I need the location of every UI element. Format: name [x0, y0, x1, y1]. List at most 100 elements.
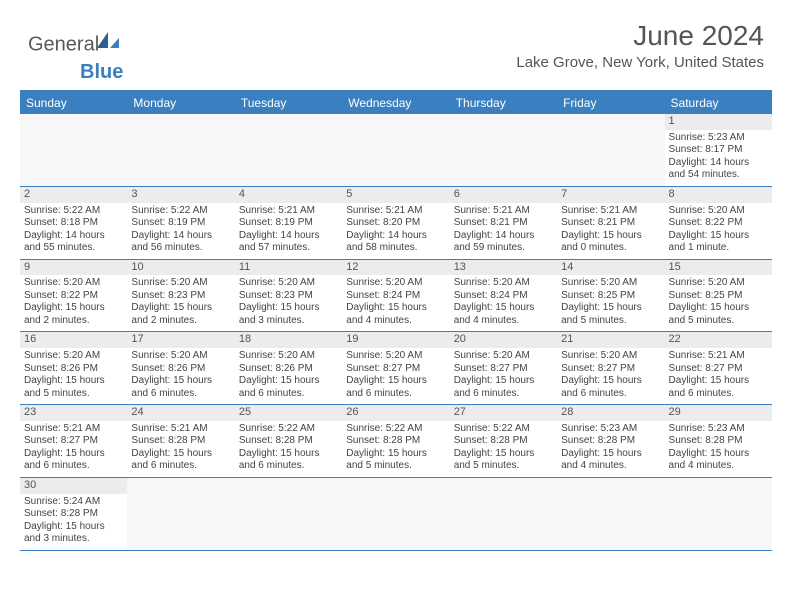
daylight-line: Daylight: 15 hours and 6 minutes. — [346, 375, 445, 400]
sunset-line: Sunset: 8:28 PM — [131, 435, 230, 448]
sunrise-line: Sunrise: 5:23 AM — [669, 423, 768, 436]
daylight-line: Daylight: 15 hours and 3 minutes. — [239, 302, 338, 327]
sunset-line: Sunset: 8:28 PM — [239, 435, 338, 448]
day-number: 3 — [127, 187, 234, 203]
day-cell: 1Sunrise: 5:23 AMSunset: 8:17 PMDaylight… — [665, 114, 772, 186]
day-cell: 12Sunrise: 5:20 AMSunset: 8:24 PMDayligh… — [342, 260, 449, 332]
day-cell: 18Sunrise: 5:20 AMSunset: 8:26 PMDayligh… — [235, 332, 342, 404]
empty-cell — [235, 114, 342, 186]
daylight-line: Daylight: 14 hours and 59 minutes. — [454, 230, 553, 255]
sunrise-line: Sunrise: 5:20 AM — [454, 350, 553, 363]
day-cell: 27Sunrise: 5:22 AMSunset: 8:28 PMDayligh… — [450, 405, 557, 477]
title-block: June 2024 Lake Grove, New York, United S… — [516, 20, 764, 71]
day-number: 5 — [342, 187, 449, 203]
sunset-line: Sunset: 8:23 PM — [239, 290, 338, 303]
day-cell: 11Sunrise: 5:20 AMSunset: 8:23 PMDayligh… — [235, 260, 342, 332]
sunrise-line: Sunrise: 5:22 AM — [346, 423, 445, 436]
sunrise-line: Sunrise: 5:21 AM — [454, 205, 553, 218]
day-number: 20 — [450, 332, 557, 348]
weekday-header: Friday — [557, 92, 664, 114]
day-cell: 9Sunrise: 5:20 AMSunset: 8:22 PMDaylight… — [20, 260, 127, 332]
daylight-line: Daylight: 14 hours and 58 minutes. — [346, 230, 445, 255]
sunrise-line: Sunrise: 5:23 AM — [561, 423, 660, 436]
day-cell: 15Sunrise: 5:20 AMSunset: 8:25 PMDayligh… — [665, 260, 772, 332]
sunset-line: Sunset: 8:28 PM — [346, 435, 445, 448]
day-number: 15 — [665, 260, 772, 276]
day-number: 4 — [235, 187, 342, 203]
day-number: 26 — [342, 405, 449, 421]
daylight-line: Daylight: 15 hours and 6 minutes. — [454, 375, 553, 400]
brand-part1: General — [28, 34, 99, 56]
sunset-line: Sunset: 8:23 PM — [131, 290, 230, 303]
sunrise-line: Sunrise: 5:20 AM — [454, 277, 553, 290]
brand-sail-icon — [97, 32, 121, 55]
sunrise-line: Sunrise: 5:20 AM — [561, 277, 660, 290]
day-number: 8 — [665, 187, 772, 203]
month-title: June 2024 — [516, 20, 764, 52]
brand-logo: General Blue — [28, 32, 123, 84]
weekday-header: Wednesday — [342, 92, 449, 114]
day-number: 18 — [235, 332, 342, 348]
weekday-header-row: Sunday Monday Tuesday Wednesday Thursday… — [20, 92, 772, 114]
sunrise-line: Sunrise: 5:21 AM — [346, 205, 445, 218]
day-cell: 17Sunrise: 5:20 AMSunset: 8:26 PMDayligh… — [127, 332, 234, 404]
sunset-line: Sunset: 8:28 PM — [24, 508, 123, 521]
calendar-grid: Sunday Monday Tuesday Wednesday Thursday… — [20, 90, 772, 551]
day-number: 29 — [665, 405, 772, 421]
empty-cell — [127, 478, 234, 550]
sunrise-line: Sunrise: 5:22 AM — [131, 205, 230, 218]
day-number: 30 — [20, 478, 127, 494]
sunrise-line: Sunrise: 5:21 AM — [24, 423, 123, 436]
weekday-header: Saturday — [665, 92, 772, 114]
sunset-line: Sunset: 8:17 PM — [669, 144, 768, 157]
empty-cell — [557, 114, 664, 186]
sunset-line: Sunset: 8:19 PM — [239, 217, 338, 230]
day-number: 24 — [127, 405, 234, 421]
sunset-line: Sunset: 8:18 PM — [24, 217, 123, 230]
empty-cell — [557, 478, 664, 550]
sunset-line: Sunset: 8:26 PM — [239, 363, 338, 376]
weekday-header: Thursday — [450, 92, 557, 114]
day-cell: 3Sunrise: 5:22 AMSunset: 8:19 PMDaylight… — [127, 187, 234, 259]
sunset-line: Sunset: 8:28 PM — [561, 435, 660, 448]
day-number: 6 — [450, 187, 557, 203]
day-number: 10 — [127, 260, 234, 276]
day-cell: 8Sunrise: 5:20 AMSunset: 8:22 PMDaylight… — [665, 187, 772, 259]
sunrise-line: Sunrise: 5:22 AM — [239, 423, 338, 436]
sunset-line: Sunset: 8:21 PM — [454, 217, 553, 230]
daylight-line: Daylight: 15 hours and 4 minutes. — [454, 302, 553, 327]
day-cell: 13Sunrise: 5:20 AMSunset: 8:24 PMDayligh… — [450, 260, 557, 332]
sunrise-line: Sunrise: 5:21 AM — [131, 423, 230, 436]
day-cell: 14Sunrise: 5:20 AMSunset: 8:25 PMDayligh… — [557, 260, 664, 332]
day-cell: 16Sunrise: 5:20 AMSunset: 8:26 PMDayligh… — [20, 332, 127, 404]
sunrise-line: Sunrise: 5:20 AM — [131, 350, 230, 363]
day-number: 19 — [342, 332, 449, 348]
daylight-line: Daylight: 14 hours and 55 minutes. — [24, 230, 123, 255]
day-number: 16 — [20, 332, 127, 348]
week-row: 16Sunrise: 5:20 AMSunset: 8:26 PMDayligh… — [20, 332, 772, 405]
sunrise-line: Sunrise: 5:22 AM — [454, 423, 553, 436]
daylight-line: Daylight: 15 hours and 6 minutes. — [131, 448, 230, 473]
daylight-line: Daylight: 15 hours and 6 minutes. — [131, 375, 230, 400]
daylight-line: Daylight: 14 hours and 57 minutes. — [239, 230, 338, 255]
day-number: 13 — [450, 260, 557, 276]
empty-cell — [665, 478, 772, 550]
sunrise-line: Sunrise: 5:20 AM — [239, 350, 338, 363]
sunset-line: Sunset: 8:25 PM — [561, 290, 660, 303]
sunrise-line: Sunrise: 5:20 AM — [24, 350, 123, 363]
daylight-line: Daylight: 15 hours and 4 minutes. — [669, 448, 768, 473]
day-number: 1 — [665, 114, 772, 130]
sunrise-line: Sunrise: 5:21 AM — [239, 205, 338, 218]
day-cell: 21Sunrise: 5:20 AMSunset: 8:27 PMDayligh… — [557, 332, 664, 404]
sunrise-line: Sunrise: 5:20 AM — [346, 350, 445, 363]
day-cell: 20Sunrise: 5:20 AMSunset: 8:27 PMDayligh… — [450, 332, 557, 404]
sunset-line: Sunset: 8:25 PM — [669, 290, 768, 303]
empty-cell — [450, 478, 557, 550]
sunrise-line: Sunrise: 5:21 AM — [561, 205, 660, 218]
empty-cell — [342, 114, 449, 186]
sunset-line: Sunset: 8:27 PM — [669, 363, 768, 376]
sunset-line: Sunset: 8:24 PM — [346, 290, 445, 303]
daylight-line: Daylight: 14 hours and 56 minutes. — [131, 230, 230, 255]
sunset-line: Sunset: 8:28 PM — [454, 435, 553, 448]
day-cell: 30Sunrise: 5:24 AMSunset: 8:28 PMDayligh… — [20, 478, 127, 550]
